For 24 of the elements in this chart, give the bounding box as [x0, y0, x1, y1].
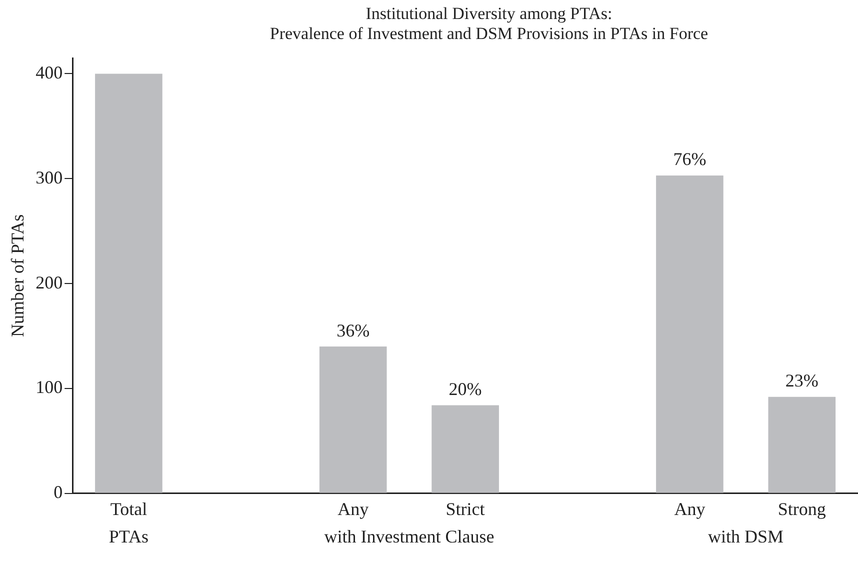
text: PTAs — [108, 526, 148, 547]
x-tick-label: Strong — [778, 498, 826, 519]
y-tick-label: 200 — [36, 272, 63, 292]
annotation: 23% — [785, 370, 818, 391]
y-tick-label: 300 — [36, 167, 63, 188]
text: with DSM — [708, 526, 784, 547]
x-tick-label: Strict — [446, 498, 485, 519]
annotation: 20% — [448, 379, 482, 400]
y-axis-title: Number of PTAs — [8, 214, 28, 337]
bar — [95, 74, 162, 493]
annotation: 76% — [673, 149, 706, 170]
y-tick-label: 0 — [54, 482, 63, 502]
annotation: 36% — [336, 320, 370, 340]
bar — [319, 346, 387, 493]
bar — [656, 176, 724, 493]
bar — [432, 405, 499, 493]
x-tick-label: Any — [338, 498, 369, 519]
y-tick-label: 100 — [36, 377, 63, 398]
x-tick-label: Total — [110, 498, 148, 519]
chart-title: Institutional Diversity among PTAs: Prevalence of Investment and DSM Provisions in PTAs in Force — [268, 4, 710, 44]
y-tick-label: 400 — [36, 62, 63, 82]
x-tick-label: Any — [674, 498, 706, 519]
bar — [768, 396, 836, 493]
text: with Investment Clause — [324, 526, 494, 547]
